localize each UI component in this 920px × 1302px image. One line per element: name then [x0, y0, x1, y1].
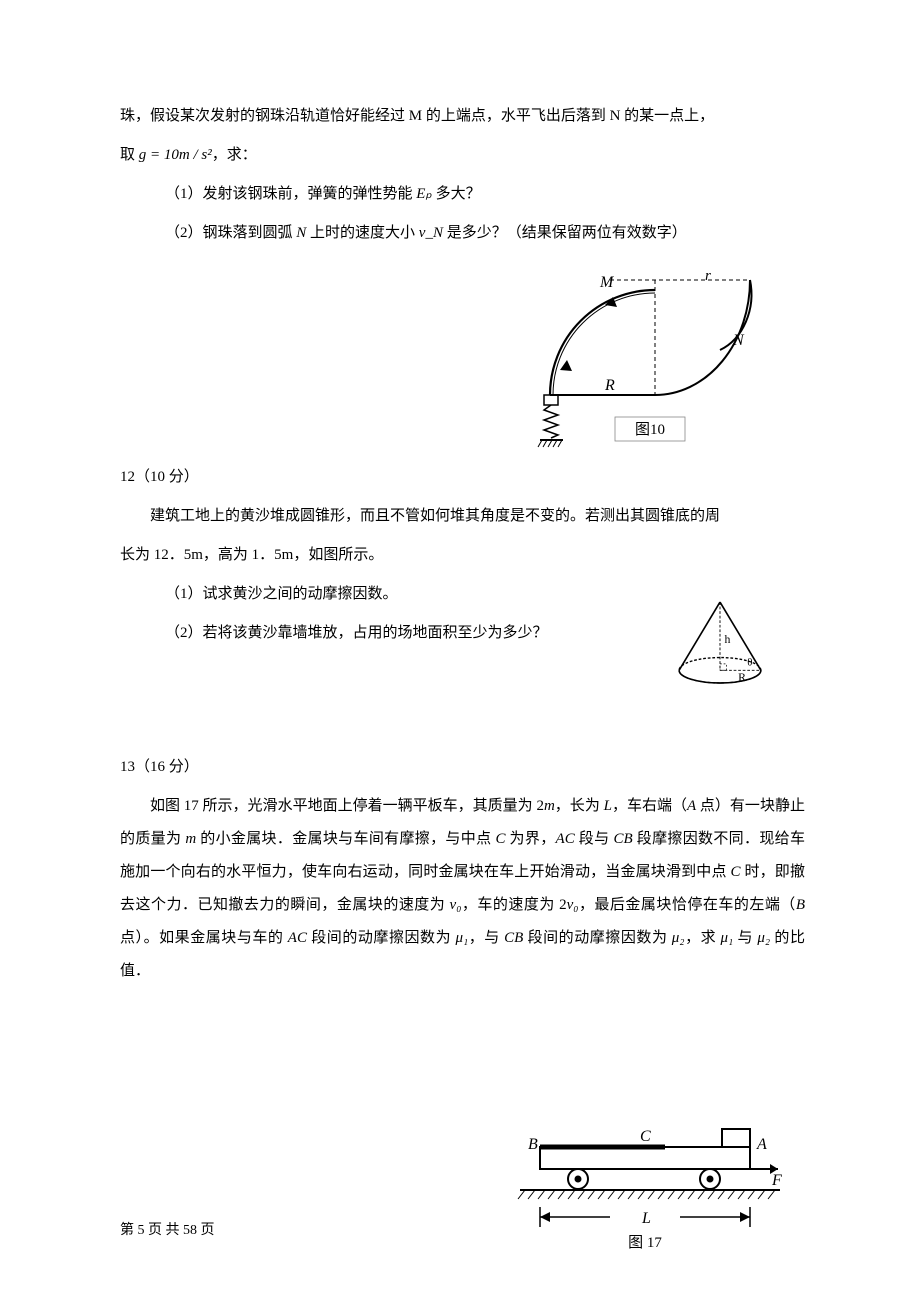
figure-17: B C A F L 图 17: [510, 1127, 790, 1257]
figure-cone: h R θ: [665, 593, 775, 693]
svg-text:F: F: [771, 1172, 782, 1189]
svg-text:L: L: [641, 1210, 651, 1227]
intro-q1: （1）发射该钢珠前，弹簧的弹性势能 Eₚ 多大？: [120, 178, 805, 211]
svg-text:r: r: [705, 268, 711, 284]
figure-10: M N R r 图10: [505, 265, 765, 455]
p12-line1: 建筑工地上的黄沙堆成圆锥形，而且不管如何堆其角度是不变的。若测出其圆锥底的周: [120, 500, 805, 533]
svg-text:C: C: [640, 1128, 651, 1145]
svg-text:R: R: [604, 377, 615, 394]
p13-body: 如图 17 所示，光滑水平地面上停着一辆平板车，其质量为 2m，长为 L，车右端…: [120, 790, 805, 988]
svg-text:B: B: [528, 1136, 538, 1153]
figure-10-svg: M N R r 图10: [505, 265, 765, 455]
intro-post: ，求：: [212, 147, 257, 163]
intro-line-1: 珠，假设某次发射的钢珠沿轨道恰好能经过 M 的上端点，水平飞出后落到 N 的某一…: [120, 100, 805, 133]
svg-text:θ: θ: [747, 657, 752, 669]
svg-text:图10: 图10: [635, 421, 665, 438]
p12-head: 12（10 分）: [120, 461, 805, 494]
svg-text:图 17: 图 17: [628, 1234, 662, 1251]
intro-q2: （2）钢珠落到圆弧 N 上时的速度大小 v_N 是多少？（结果保留两位有效数字）: [120, 217, 805, 250]
svg-text:h: h: [725, 632, 731, 646]
intro-pre: 取: [120, 147, 139, 163]
svg-text:M: M: [599, 274, 615, 291]
svg-text:A: A: [756, 1136, 767, 1153]
intro-line-2: 取 g = 10m / s²，求：: [120, 139, 805, 172]
p13-head: 13（16 分）: [120, 751, 805, 784]
page-footer: 第 5 页 共 58 页: [120, 1216, 215, 1247]
svg-text:N: N: [732, 332, 745, 349]
p12-line2: 长为 12．5m，高为 1．5m，如图所示。: [120, 539, 805, 572]
formula-g: g = 10m / s²: [139, 147, 212, 163]
svg-text:R: R: [738, 670, 746, 684]
figure-17-svg: B C A F L 图 17: [510, 1127, 790, 1257]
figure-cone-svg: h R θ: [665, 593, 775, 693]
